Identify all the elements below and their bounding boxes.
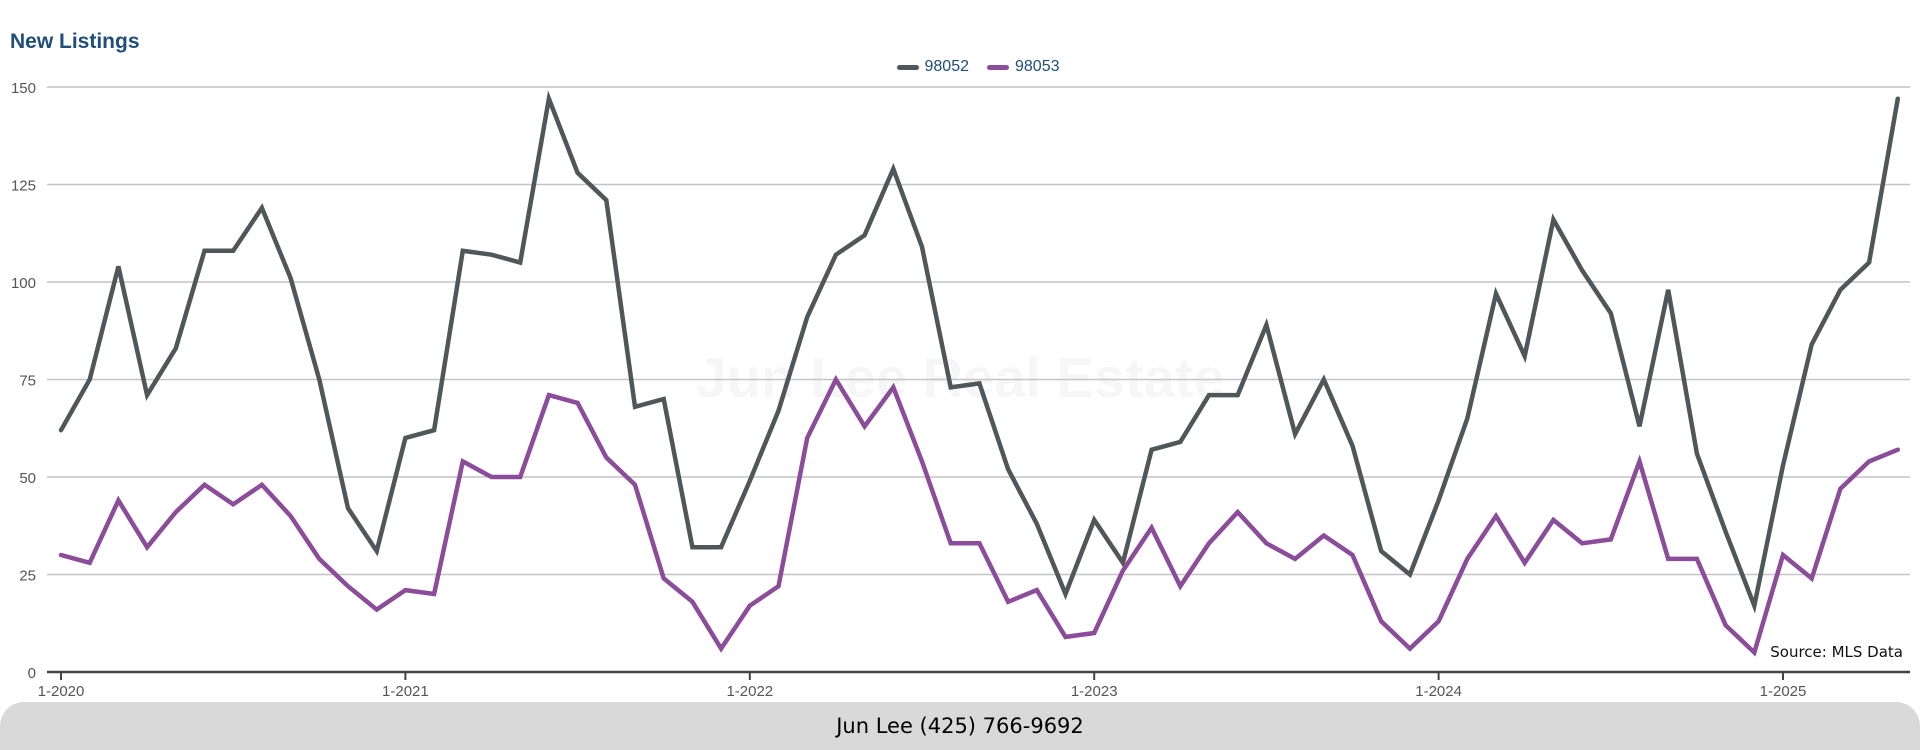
legend-label-98053: 98053 <box>1015 58 1060 75</box>
legend: 98052 98053 <box>0 58 1920 76</box>
legend-swatch-98053 <box>987 64 1009 70</box>
x-tick-label-1-2023: 1-2023 <box>1071 683 1118 700</box>
x-tick-label-1-2022: 1-2022 <box>726 683 773 700</box>
y-tick-label-150: 150 <box>11 80 36 97</box>
chart-title: New Listings <box>10 30 140 53</box>
y-tick-label-125: 125 <box>11 178 36 195</box>
footer-bar: Jun Lee (425) 766-9692 <box>0 702 1920 750</box>
x-tick-label-1-2020: 1-2020 <box>38 683 85 700</box>
series-line-98053 <box>58 374 1901 657</box>
source-note: Source: MLS Data <box>1770 643 1903 661</box>
footer-contact: Jun Lee (425) 766-9692 <box>836 714 1084 738</box>
y-tick-label-25: 25 <box>19 568 36 585</box>
x-tick-label-1-2021: 1-2021 <box>382 683 429 700</box>
y-tick-label-75: 75 <box>19 373 36 390</box>
legend-swatch-98052 <box>896 64 919 70</box>
x-tick-label-1-2024: 1-2024 <box>1415 683 1462 700</box>
x-tick-label-1-2025: 1-2025 <box>1760 683 1807 700</box>
series-line-98052 <box>58 90 1901 614</box>
legend-item-98053[interactable]: 98053 <box>987 58 1060 76</box>
line-chart: 0 25 50 75 100 125 150 1-2020 1-2021 1-2022 1-2023… <box>11 80 1910 700</box>
legend-item-98052[interactable]: 98052 <box>896 58 970 76</box>
legend-label-98052: 98052 <box>924 58 970 75</box>
y-tick-label-100: 100 <box>11 275 36 292</box>
y-tick-label-50: 50 <box>19 470 36 487</box>
y-tick-label-0: 0 <box>28 665 36 682</box>
